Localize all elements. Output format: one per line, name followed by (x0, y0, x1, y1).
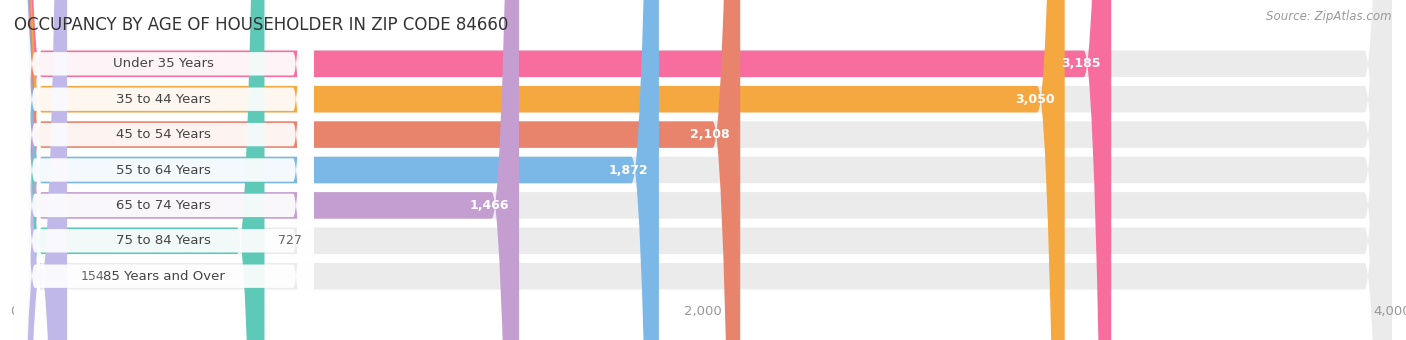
FancyBboxPatch shape (14, 0, 1392, 340)
FancyBboxPatch shape (14, 0, 1392, 340)
FancyBboxPatch shape (14, 0, 264, 340)
Text: 45 to 54 Years: 45 to 54 Years (117, 128, 211, 141)
Text: 1,466: 1,466 (470, 199, 509, 212)
FancyBboxPatch shape (14, 0, 314, 340)
Text: 85 Years and Over: 85 Years and Over (103, 270, 225, 283)
FancyBboxPatch shape (14, 0, 1392, 340)
Text: 35 to 44 Years: 35 to 44 Years (117, 93, 211, 106)
Text: 154: 154 (82, 270, 104, 283)
Text: 75 to 84 Years: 75 to 84 Years (117, 234, 211, 247)
FancyBboxPatch shape (14, 0, 314, 340)
FancyBboxPatch shape (14, 0, 1392, 340)
FancyBboxPatch shape (14, 0, 67, 340)
Text: 55 to 64 Years: 55 to 64 Years (117, 164, 211, 176)
Text: 65 to 74 Years: 65 to 74 Years (117, 199, 211, 212)
FancyBboxPatch shape (14, 0, 519, 340)
Text: Under 35 Years: Under 35 Years (114, 57, 214, 70)
FancyBboxPatch shape (14, 0, 1064, 340)
FancyBboxPatch shape (14, 0, 314, 340)
Text: 727: 727 (278, 234, 302, 247)
FancyBboxPatch shape (14, 0, 314, 340)
Text: 3,050: 3,050 (1015, 93, 1054, 106)
Text: 3,185: 3,185 (1062, 57, 1101, 70)
FancyBboxPatch shape (14, 0, 314, 340)
FancyBboxPatch shape (14, 0, 314, 340)
Text: OCCUPANCY BY AGE OF HOUSEHOLDER IN ZIP CODE 84660: OCCUPANCY BY AGE OF HOUSEHOLDER IN ZIP C… (14, 16, 509, 34)
FancyBboxPatch shape (14, 0, 1392, 340)
Text: 2,108: 2,108 (690, 128, 730, 141)
FancyBboxPatch shape (14, 0, 1392, 340)
Text: Source: ZipAtlas.com: Source: ZipAtlas.com (1267, 10, 1392, 23)
Text: 1,872: 1,872 (609, 164, 648, 176)
FancyBboxPatch shape (14, 0, 740, 340)
FancyBboxPatch shape (14, 0, 659, 340)
FancyBboxPatch shape (14, 0, 1392, 340)
FancyBboxPatch shape (14, 0, 314, 340)
FancyBboxPatch shape (14, 0, 1111, 340)
